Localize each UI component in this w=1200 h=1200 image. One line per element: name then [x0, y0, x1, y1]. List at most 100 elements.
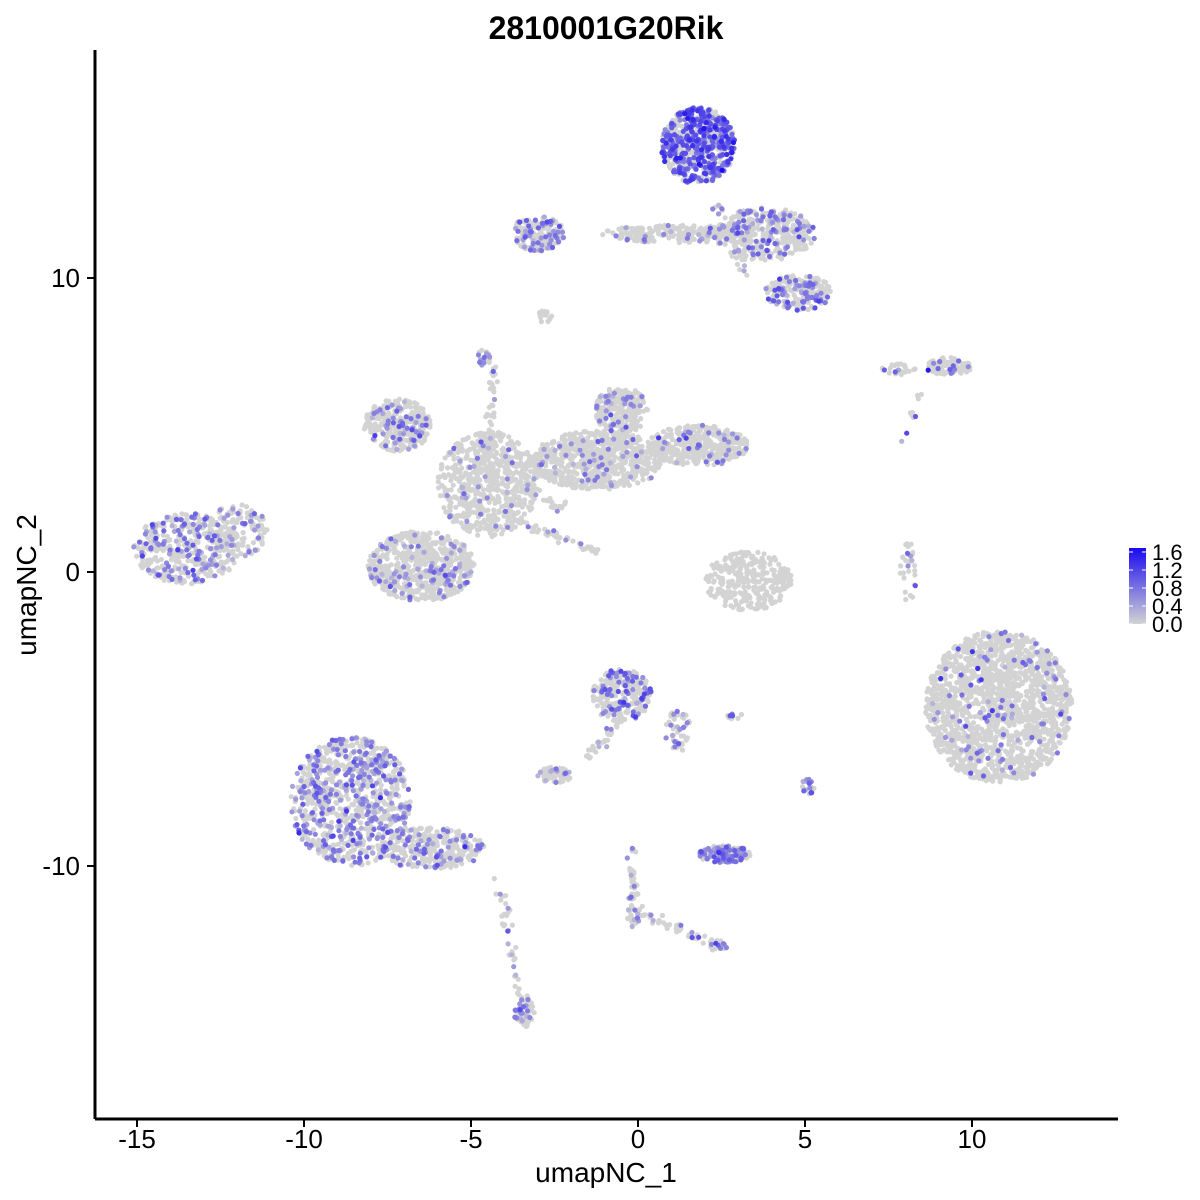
scatter-point: [766, 555, 772, 561]
scatter-point: [437, 580, 443, 586]
scatter-point: [238, 551, 244, 557]
scatter-point: [160, 532, 166, 538]
scatter-point: [408, 404, 414, 410]
scatter-point: [167, 543, 173, 549]
scatter-point: [759, 562, 766, 569]
scatter-point: [676, 425, 682, 431]
scatter-point: [389, 541, 395, 547]
scatter-point: [473, 521, 479, 527]
scatter-point: [490, 472, 496, 478]
scatter-point: [702, 447, 708, 454]
scatter-point: [640, 226, 646, 232]
scatter-point: [712, 228, 718, 234]
scatter-point: [523, 466, 529, 472]
scatter-point: [173, 553, 179, 560]
scatter-point: [728, 454, 734, 460]
scatter-point: [766, 577, 772, 583]
scatter-point: [700, 434, 706, 440]
scatter-point: [455, 555, 461, 561]
scatter-point: [159, 563, 166, 569]
scatter-point: [453, 504, 459, 510]
scatter-point: [628, 462, 634, 468]
scatter-point: [456, 478, 462, 484]
scatter-point: [685, 423, 691, 429]
scatter-point: [941, 371, 947, 377]
scatter-point: [684, 460, 691, 466]
scatter-point: [600, 232, 606, 238]
scatter-point: [468, 457, 474, 463]
scatter-point: [622, 480, 628, 486]
scatter-point: [741, 584, 747, 590]
scatter-point: [618, 408, 624, 415]
scatter-point: [634, 229, 640, 235]
scatter-point: [482, 508, 489, 514]
scatter-point: [753, 557, 759, 563]
scatter-point: [760, 254, 766, 260]
scatter-point: [793, 247, 799, 253]
scatter-point: [548, 453, 555, 459]
scatter-point: [437, 493, 444, 499]
scatter-point: [912, 572, 918, 578]
scatter-point: [445, 533, 451, 540]
scatter-point: [250, 540, 256, 546]
scatter-point: [551, 438, 557, 444]
scatter-point: [195, 539, 201, 546]
scatter-point: [600, 484, 606, 490]
scatter-point: [779, 579, 785, 586]
scatter-point: [447, 498, 453, 504]
scatter-point: [429, 541, 435, 547]
scatter-point: [706, 441, 713, 447]
scatter-point: [135, 545, 142, 552]
scatter-point: [722, 557, 728, 563]
scatter-point: [470, 469, 476, 475]
scatter-point: [261, 530, 267, 536]
scatter-point: [941, 362, 947, 369]
scatter-point: [226, 557, 232, 563]
scatter-point: [755, 549, 761, 556]
scatter-point: [897, 570, 904, 576]
scatter-point: [617, 388, 624, 394]
scatter-point: [447, 506, 453, 513]
scatter-point: [779, 568, 785, 574]
scatter-point: [769, 584, 775, 590]
scatter-point: [514, 452, 520, 459]
scatter-point: [957, 369, 964, 375]
scatter-point: [496, 508, 502, 514]
scatter-point: [903, 596, 909, 603]
scatter-point: [153, 554, 159, 560]
scatter-point: [678, 234, 685, 240]
scatter-point: [455, 469, 461, 475]
scatter-point: [508, 496, 514, 502]
scatter-point: [711, 578, 717, 584]
scatter-point: [593, 483, 600, 490]
scatter-point: [665, 426, 672, 432]
scatter-point: [556, 481, 563, 487]
scatter-point: [711, 565, 717, 571]
scatter-point: [439, 462, 445, 468]
scatter-point: [367, 558, 373, 564]
scatter-point: [424, 534, 430, 540]
scatter-point: [185, 558, 191, 564]
scatter-point: [738, 599, 745, 605]
scatter-point: [739, 555, 745, 561]
scatter-point: [232, 519, 238, 526]
scatter-point: [161, 571, 167, 577]
scatter-point: [552, 478, 558, 484]
scatter-point: [760, 571, 767, 577]
scatter-point: [548, 474, 555, 480]
scatter-point: [440, 550, 446, 556]
scatter-point: [776, 561, 782, 567]
scatter-point: [669, 436, 675, 442]
scatter-point: [785, 570, 791, 577]
scatter-point: [464, 448, 470, 454]
scatter-point: [468, 551, 474, 557]
scatter-point: [442, 455, 448, 461]
scatter-point: [756, 596, 762, 602]
scatter-point: [464, 551, 470, 558]
scatter-point: [791, 292, 797, 298]
scatter-point: [419, 534, 425, 540]
scatter-point: [567, 436, 573, 442]
scatter-point: [516, 441, 522, 447]
scatter-point: [377, 423, 383, 429]
